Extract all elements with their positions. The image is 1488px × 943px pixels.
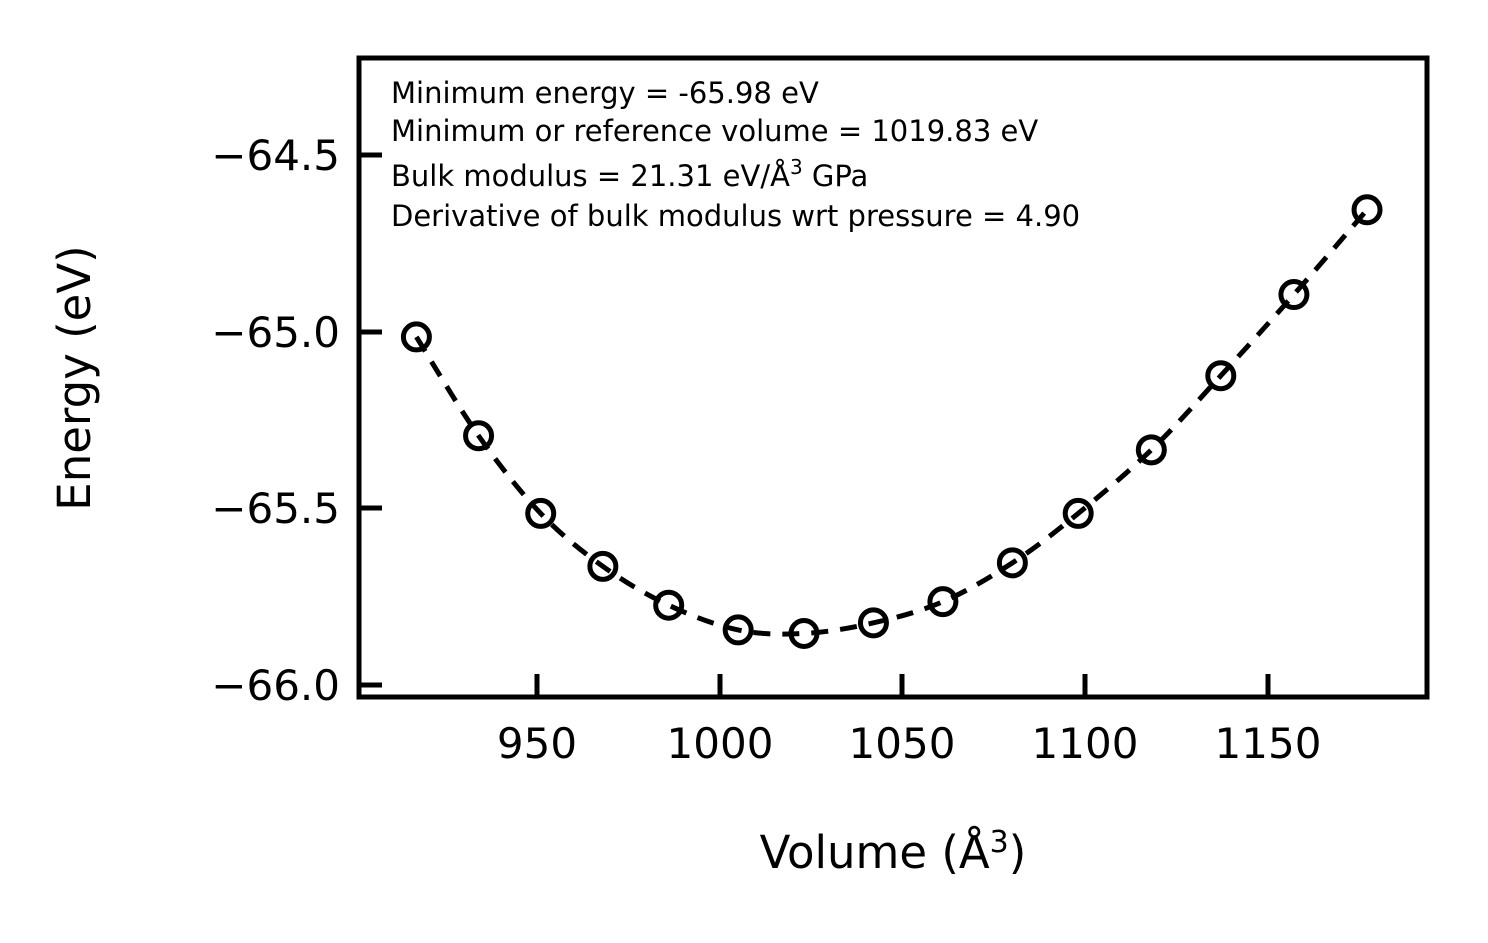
annotation-bulk-modulus-prefix: Bulk modulus = 21.31 eV/Å — [391, 159, 790, 193]
x-axis-label-superscript: 3 — [990, 825, 1009, 860]
data-point-marker — [400, 321, 432, 353]
annotation-bulk-modulus: Bulk modulus = 21.31 eV/Å3 GPa — [391, 155, 868, 193]
x-axis-label-prefix: Volume (Å — [760, 826, 990, 879]
data-point-marker — [927, 586, 959, 618]
x-axis-label-suffix: ) — [1009, 826, 1027, 879]
annotation-bulk-modulus-derivative: Derivative of bulk modulus wrt pressure … — [391, 199, 1080, 233]
x-tick-labels: 950 1000 1050 1100 1150 — [497, 719, 1322, 768]
data-point-marker — [587, 550, 619, 582]
data-point-marker — [653, 589, 685, 621]
y-tick-label-0: −64.5 — [211, 131, 340, 180]
data-point-marker — [788, 617, 820, 649]
x-tickmarks — [534, 674, 1271, 697]
data-point-marker — [1351, 194, 1383, 226]
y-axis-label: Energy (eV) — [48, 245, 101, 510]
annotation-bulk-modulus-suffix: GPa — [803, 159, 869, 193]
y-tick-label-3: −66.0 — [211, 661, 340, 710]
data-point-marker — [996, 547, 1028, 579]
x-tick-label-4: 1150 — [1215, 719, 1322, 768]
x-axis-label: Volume (Å3) — [760, 825, 1027, 879]
data-point-marker — [1135, 434, 1167, 466]
annotation-reference-volume: Minimum or reference volume = 1019.83 eV — [391, 114, 1038, 148]
data-point-marker — [1278, 279, 1310, 311]
y-tick-labels: −64.5 −65.0 −65.5 −66.0 — [211, 131, 340, 710]
data-point-marker — [857, 607, 889, 639]
y-tickmarks — [359, 152, 382, 688]
annotation-minimum-energy: Minimum energy = -65.98 eV — [391, 76, 819, 110]
data-point-marker — [1205, 360, 1237, 392]
y-tick-label-2: −65.5 — [211, 484, 340, 533]
x-tick-label-1: 1000 — [667, 719, 774, 768]
x-tick-label-0: 950 — [497, 719, 577, 768]
data-series-group — [400, 194, 1383, 649]
fit-annotation-block: Minimum energy = -65.98 eV Minimum or re… — [391, 76, 1080, 233]
x-tick-label-3: 1100 — [1032, 719, 1139, 768]
annotation-bulk-modulus-superscript: 3 — [790, 155, 803, 179]
x-tick-label-2: 1050 — [849, 719, 956, 768]
data-point-marker — [525, 497, 557, 529]
data-point-marker — [722, 614, 754, 646]
y-tick-label-1: −65.0 — [211, 308, 340, 357]
data-point-marker — [1062, 497, 1094, 529]
data-point-marker — [463, 420, 495, 452]
eos-data-markers — [400, 194, 1383, 649]
axes-frame — [356, 55, 1430, 700]
eos-curve-dashed-line — [414, 208, 1369, 637]
